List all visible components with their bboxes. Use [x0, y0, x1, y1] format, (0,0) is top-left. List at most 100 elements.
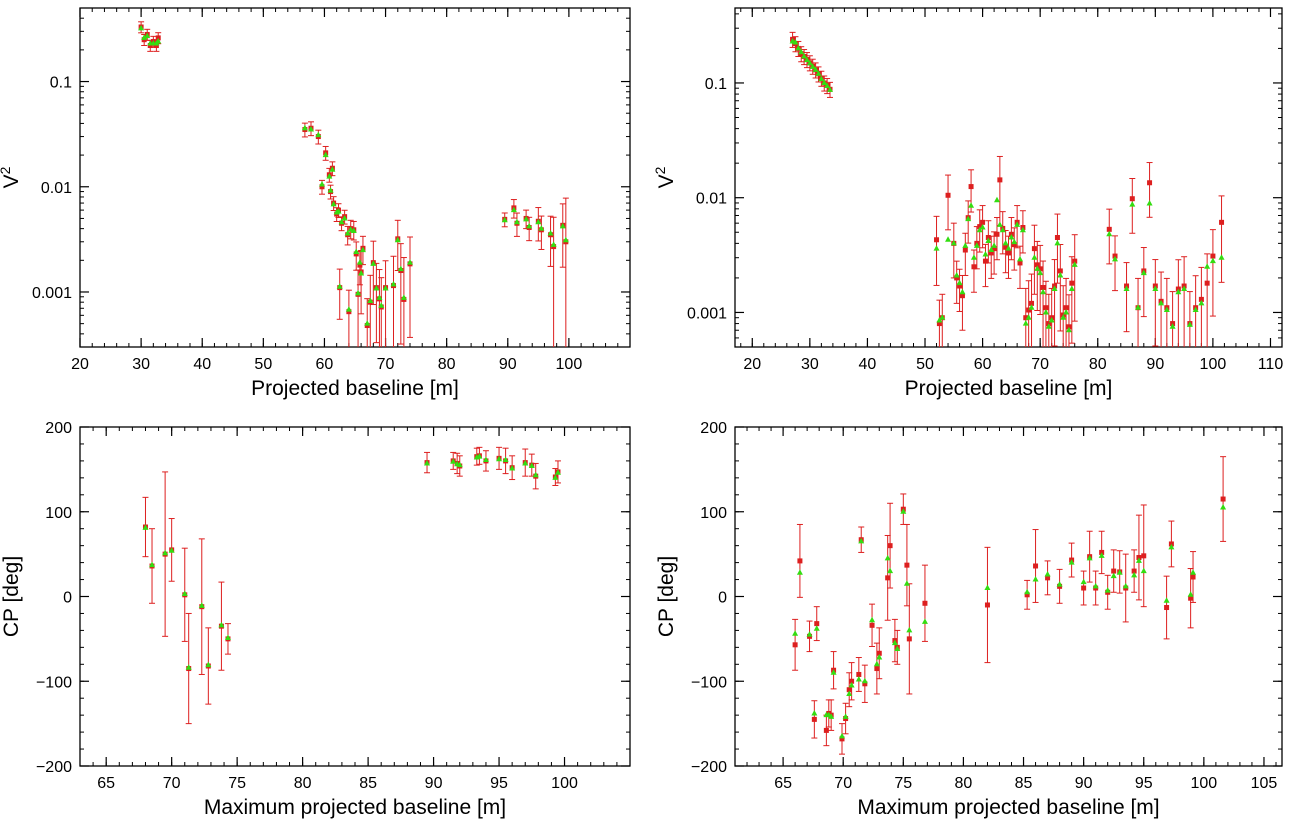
data-point-triangle	[359, 246, 366, 253]
data-point-triangle	[1175, 288, 1182, 295]
data-point-square	[977, 224, 983, 230]
data-point-square	[1011, 242, 1017, 248]
data-layer	[792, 456, 1227, 755]
data-point-triangle	[830, 669, 837, 675]
data-point-triangle	[526, 222, 533, 229]
panel-top-right: 20 30 40 50 60 70 80 90 100 110 0.001 0.01 0.1 Projec…	[652, 7, 1283, 400]
data-point-triangle	[315, 131, 322, 138]
data-point-triangle	[861, 677, 868, 684]
data-point-triangle	[1024, 588, 1031, 595]
data-point-square	[1043, 305, 1049, 311]
data-point-triangle	[390, 280, 397, 287]
data-point-square	[869, 622, 875, 628]
data-point-triangle	[842, 713, 849, 719]
data-point-square	[1220, 496, 1226, 502]
data-point-triangle	[330, 200, 337, 207]
data-point-square	[945, 192, 951, 198]
y-axis-label-superscript: 2	[0, 166, 13, 174]
data-point-triangle	[809, 63, 816, 69]
data-point-triangle	[959, 288, 966, 295]
data-point-square	[991, 246, 997, 252]
data-point-triangle	[1014, 221, 1021, 227]
x-axis-label: Maximum projected baseline [m]	[204, 796, 506, 819]
data-point-triangle	[376, 294, 383, 300]
x-tick-label: 30	[132, 356, 150, 373]
y-tick-label: 100	[45, 505, 72, 522]
x-tick-label: 90	[499, 356, 517, 373]
data-layer	[789, 31, 1225, 347]
x-tick-label: 20	[743, 356, 761, 373]
data-point-triangle	[1044, 570, 1051, 577]
data-point-triangle	[1116, 569, 1123, 575]
data-point-triangle	[1158, 299, 1165, 306]
data-point-triangle	[155, 38, 162, 44]
data-point-square	[1006, 250, 1011, 256]
data-point-square	[147, 43, 153, 49]
data-point-triangle	[970, 254, 977, 260]
data-point-triangle	[1152, 285, 1159, 292]
data-point-square	[1129, 196, 1135, 202]
data-point-triangle	[812, 66, 819, 72]
data-point-triangle	[1190, 569, 1197, 575]
data-point-triangle	[301, 124, 308, 131]
x-tick-label: 50	[254, 356, 272, 373]
x-tick-label: 70	[1031, 356, 1049, 373]
data-point-square	[997, 177, 1003, 183]
data-point-triangle	[993, 196, 1000, 203]
x-tick-label: 80	[1089, 356, 1107, 373]
data-point-triangle	[985, 237, 992, 243]
data-point-triangle	[1204, 263, 1211, 269]
x-tick-label: 30	[801, 356, 819, 373]
data-point-square	[155, 35, 161, 41]
data-point-triangle	[522, 459, 529, 466]
data-point-square	[994, 231, 1000, 237]
data-point-triangle	[355, 289, 362, 296]
data-point-triangle	[336, 283, 343, 289]
data-point-triangle	[1042, 308, 1049, 315]
data-point-square	[982, 258, 988, 264]
data-point-triangle	[1192, 306, 1199, 313]
data-point-square	[823, 727, 829, 733]
data-point-triangle	[482, 456, 489, 463]
data-point-triangle	[869, 616, 876, 623]
data-point-triangle	[1022, 320, 1029, 326]
data-point-triangle	[358, 269, 365, 276]
data-point-triangle	[939, 314, 946, 320]
data-point-triangle	[803, 56, 810, 63]
data-point-triangle	[1068, 285, 1075, 292]
data-point-square	[862, 681, 868, 687]
data-point-triangle	[326, 173, 333, 179]
y-axis-label: CP [deg]	[0, 556, 23, 637]
data-point-triangle	[513, 218, 520, 225]
data-point-triangle	[1071, 261, 1078, 267]
data-layer	[142, 446, 561, 725]
x-tick-label: 70	[834, 775, 852, 792]
data-point-triangle	[1034, 265, 1041, 271]
data-point-triangle	[936, 317, 943, 323]
data-point-triangle	[876, 654, 883, 660]
data-point-triangle	[873, 660, 880, 667]
data-point-triangle	[976, 226, 983, 233]
data-point-triangle	[984, 584, 991, 591]
x-tick-label: 60	[316, 356, 334, 373]
data-point-triangle	[559, 222, 566, 229]
y-axis-label: V2	[652, 166, 678, 188]
data-point-triangle	[528, 462, 535, 468]
data-point-triangle	[999, 226, 1006, 233]
data-point-triangle	[806, 631, 813, 637]
data-point-triangle	[1045, 323, 1052, 329]
y-tick-label: 0	[63, 590, 72, 607]
data-point-triangle	[350, 227, 357, 233]
data-point-triangle	[1028, 304, 1035, 310]
x-tick-label: 100	[1191, 775, 1218, 792]
data-point-square	[792, 642, 798, 648]
data-point-square	[1033, 563, 1039, 569]
data-point-triangle	[181, 590, 188, 596]
data-point-triangle	[818, 75, 825, 82]
data-point-triangle	[397, 265, 404, 272]
data-point-triangle	[1057, 271, 1064, 278]
data-point-triangle	[149, 561, 156, 568]
x-tick-label: 90	[1146, 356, 1164, 373]
data-point-triangle	[1135, 557, 1142, 563]
data-point-square	[922, 600, 928, 606]
